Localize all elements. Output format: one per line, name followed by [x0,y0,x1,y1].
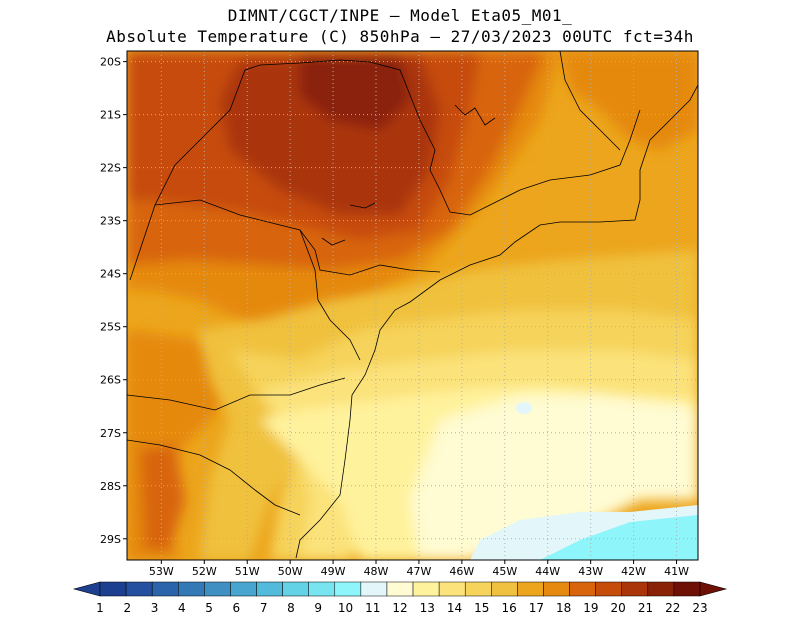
lon-label: 41W [664,565,689,578]
colorbar-label: 11 [365,601,380,615]
chart-title-line1: DIMNT/CGCT/INPE — Model Eta05_M01_ [227,6,573,25]
colorbar-swatch [204,581,231,597]
colorbar-label: 19 [583,601,598,615]
field-19-southwest [140,445,185,550]
colorbar-swatch [543,581,570,597]
colorbar-label: 8 [287,601,295,615]
colorbar-label: 7 [260,601,268,615]
colorbar-swatch [673,581,701,597]
colorbar-label: 21 [638,601,653,615]
colorbar-swatch [595,581,622,597]
colorbar-label: 18 [556,601,571,615]
colorbar-swatch [386,581,414,597]
colorbar-swatch [569,581,596,597]
colorbar-label: 14 [447,601,462,615]
colorbar-arrow-high [699,581,728,597]
colorbar-swatch [334,581,362,597]
borders-and-coastlines [127,51,698,559]
lon-label: 43W [578,565,603,578]
chart-title-line2: Absolute Temperature (C) 850hPa — 27/03/… [106,27,694,46]
field-10 [540,515,698,560]
lon-label: 46W [449,565,474,578]
temperature-field [127,51,698,560]
reservoir-central [349,202,376,209]
colorbar-label: 23 [692,601,707,615]
lat-label: 28S [100,480,121,493]
colorbar-label: 6 [233,601,241,615]
colorbar: 1 2 3 4 5 6 7 8 9 10 11 12 13 14 15 16 17 18 19 20 21 22 23 [72,581,728,615]
lon-label: 48W [364,565,389,578]
state-border-rs-north [127,439,301,516]
field-22 [300,55,410,130]
lat-label: 26S [100,374,121,387]
state-border-pr-west [299,229,361,361]
colorbar-swatch [517,581,544,597]
colorbar-label: 9 [314,601,322,615]
colorbar-swatch [151,581,179,597]
lat-label: 24S [100,268,121,281]
state-border-ms-west [129,69,246,281]
lon-label: 51W [235,565,260,578]
reservoir-north [454,104,496,126]
colorbar-swatch [282,581,309,597]
colorbar-swatch [360,581,388,597]
state-border-sp-north [244,59,521,216]
lon-label: 47W [407,565,432,578]
field-12 [410,395,698,560]
lat-label: 22S [100,162,121,175]
plot-frame [126,50,699,561]
lon-label: 42W [621,565,646,578]
colorbar-swatch [621,581,649,597]
coastline [295,84,698,559]
colorbar-swatch [438,581,466,597]
colorbar-swatch [491,581,518,597]
colorbar-swatch [464,581,492,597]
map-grid [127,51,698,560]
colorbar-label: 16 [501,601,516,615]
colorbar-label: 22 [665,601,680,615]
colorbar-arrow-low [72,581,101,597]
colorbar-label: 12 [392,601,407,615]
colorbar-label: 17 [529,601,544,615]
lon-label: 45W [492,565,517,578]
colorbar-label: 4 [178,601,186,615]
colorbar-label: 20 [611,601,626,615]
lon-label: 44W [535,565,560,578]
lat-label: 21S [100,109,121,122]
colorbar-label: 15 [474,601,489,615]
colorbar-label: 13 [420,601,435,615]
state-border-rj-mg [519,109,641,191]
field-18-northeast [560,51,698,150]
lat-label: 29S [100,533,121,546]
lat-label: 27S [100,427,121,440]
lon-label: 50W [278,565,303,578]
colorbar-swatch [99,581,127,597]
colorbar-swatch [125,581,153,597]
reservoir-west [321,237,346,246]
colorbar-swatch [178,581,205,597]
colorbar-swatch [256,581,283,597]
lon-label: 52W [192,565,217,578]
state-border-sc [127,377,346,411]
colorbar-label: 2 [123,601,131,615]
colorbar-swatch [412,581,440,597]
state-border-parana [154,199,441,276]
colorbar-label: 10 [338,601,353,615]
lat-label: 20S [100,56,121,69]
lat-label: 25S [100,321,121,334]
colorbar-swatch [308,581,336,597]
state-border-mg-north [559,51,621,151]
colorbar-label: 5 [205,601,213,615]
colorbar-swatch [647,581,675,597]
lat-label: 23S [100,215,121,228]
colorbar-swatch [230,581,257,597]
field-11-spot [516,402,532,414]
longitude-labels: 53W 52W 51W 50W 49W 48W 47W 46W 45W 44W 43W 42W 41W [149,560,689,578]
colorbar-label: 1 [96,601,104,615]
lon-label: 53W [149,565,174,578]
colorbar-label: 3 [151,601,159,615]
latitude-labels: 20S 21S 22S 23S 24S 25S 26S 27S 28S 29S [100,56,127,546]
lon-label: 49W [321,565,346,578]
